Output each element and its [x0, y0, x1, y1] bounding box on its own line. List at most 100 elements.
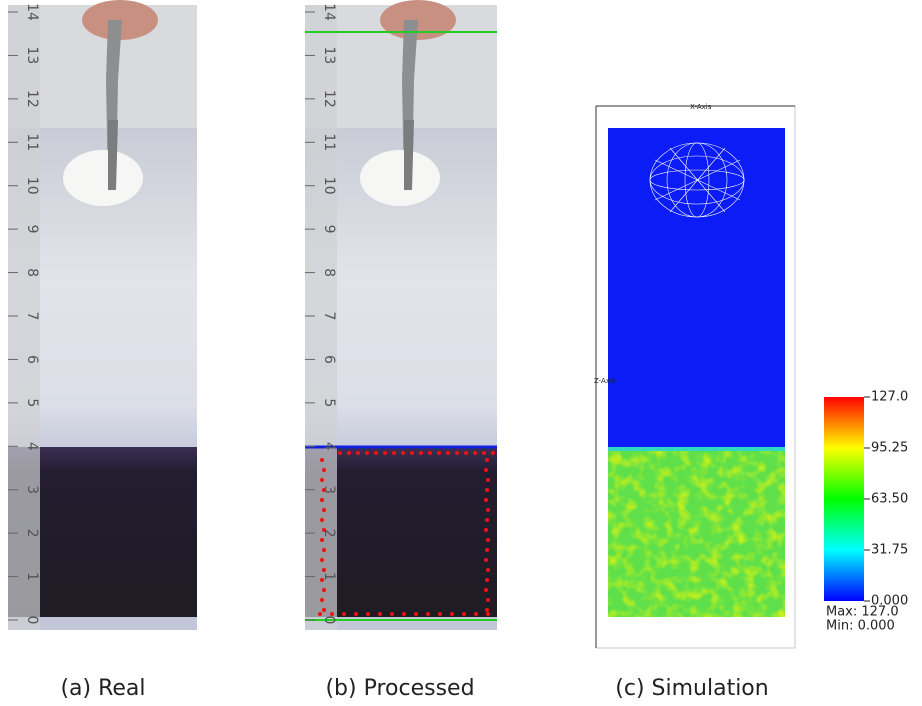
boundary-point [322, 588, 326, 592]
boundary-point [484, 498, 488, 502]
boundary-point [320, 498, 324, 502]
caption: (b) Processed [325, 676, 474, 701]
x-axis-label: X-Axis [690, 103, 712, 111]
boundary-point [486, 568, 490, 572]
boundary-point [410, 451, 414, 455]
boundary-point [485, 578, 489, 582]
ruler-label: 0 [24, 616, 40, 625]
boundary-point [484, 528, 488, 532]
boundary-point [450, 612, 454, 616]
ruler-label: 1 [24, 572, 40, 581]
ruler-label: 13 [24, 47, 40, 65]
ruler-label: 11 [24, 133, 40, 151]
boundary-point [455, 451, 459, 455]
boundary-point [484, 468, 488, 472]
ruler-label: 3 [321, 485, 337, 494]
boundary-point [482, 451, 486, 455]
boundary-point [464, 451, 468, 455]
boundary-point [342, 612, 346, 616]
boundary-point [491, 451, 495, 455]
boundary-point [485, 548, 489, 552]
boundary-point [401, 451, 405, 455]
boundary-point [486, 508, 490, 512]
ruler-label: 8 [24, 268, 40, 277]
z-axis-label: Z-Axis [594, 377, 616, 385]
boundary-point [486, 478, 490, 482]
boundary-point [446, 451, 450, 455]
ruler-label: 9 [321, 225, 337, 234]
ruler-label: 12 [321, 90, 337, 108]
colorbar-label: 63.50 [871, 492, 908, 507]
boundary-point [320, 598, 324, 602]
caption: (a) Real [60, 676, 145, 701]
boundary-point [485, 488, 489, 492]
ruler-label: 14 [321, 3, 337, 21]
ruler-label: 10 [24, 177, 40, 195]
boundary-point [374, 451, 378, 455]
boundary-point [414, 612, 418, 616]
ruler-label: 13 [321, 47, 337, 65]
colorbar-label: 0.000 [871, 594, 908, 609]
ruler-label: 2 [24, 529, 40, 538]
ruler-label: 8 [321, 268, 337, 277]
boundary-point [392, 451, 396, 455]
boundary-point [485, 608, 489, 612]
boundary-point [320, 558, 324, 562]
ruler-label: 6 [24, 355, 40, 364]
boundary-point [486, 538, 490, 542]
boundary-point [366, 612, 370, 616]
ruler-label: 9 [24, 225, 40, 234]
caption: (c) Simulation [615, 676, 768, 701]
ruler-label: 4 [321, 442, 337, 451]
boundary-point [426, 612, 430, 616]
ruler-label: 3 [24, 485, 40, 494]
ruler-label: 11 [321, 133, 337, 151]
boundary-point [474, 612, 478, 616]
colorbar-label: 95.25 [871, 441, 908, 456]
ruler-label: 12 [24, 90, 40, 108]
figure: 01234567891011121314 0123456789101112131… [0, 0, 922, 706]
boundary-point [320, 518, 324, 522]
boundary-point [473, 451, 477, 455]
boundary-point [320, 478, 324, 482]
boundary-point [485, 458, 489, 462]
colorbar-label: 127.0 [871, 390, 908, 405]
boundary-point [378, 612, 382, 616]
boundary-point [486, 598, 490, 602]
boundary-point [322, 608, 326, 612]
ruler-label: 6 [321, 355, 337, 364]
ruler-label: 5 [24, 398, 40, 407]
boundary-point [390, 612, 394, 616]
boundary-point [462, 612, 466, 616]
boundary-point [338, 451, 342, 455]
boundary-point [322, 508, 326, 512]
ruler-label: 1 [321, 572, 337, 581]
boundary-point [320, 538, 324, 542]
boundary-point [356, 451, 360, 455]
boundary-point [322, 548, 326, 552]
ruler-label: 2 [321, 529, 337, 538]
boundary-point [437, 451, 441, 455]
ruler-label: 14 [24, 3, 40, 21]
boundary-point [485, 518, 489, 522]
ruler-label: 4 [24, 442, 40, 451]
boundary-point [320, 458, 324, 462]
boundary-point [383, 451, 387, 455]
ruler-label: 0 [321, 616, 337, 625]
ruler-label: 5 [321, 398, 337, 407]
boundary-point [419, 451, 423, 455]
boundary-point [484, 588, 488, 592]
boundary-point [322, 468, 326, 472]
boundary-point [438, 612, 442, 616]
ruler-label: 7 [321, 312, 337, 321]
ruler-label: 10 [321, 177, 337, 195]
boundary-point [428, 451, 432, 455]
boundary-point [354, 612, 358, 616]
min-label: Min: 0.000 [826, 619, 895, 634]
ruler-label: 7 [24, 312, 40, 321]
boundary-point [402, 612, 406, 616]
boundary-point [484, 558, 488, 562]
boundary-point [365, 451, 369, 455]
